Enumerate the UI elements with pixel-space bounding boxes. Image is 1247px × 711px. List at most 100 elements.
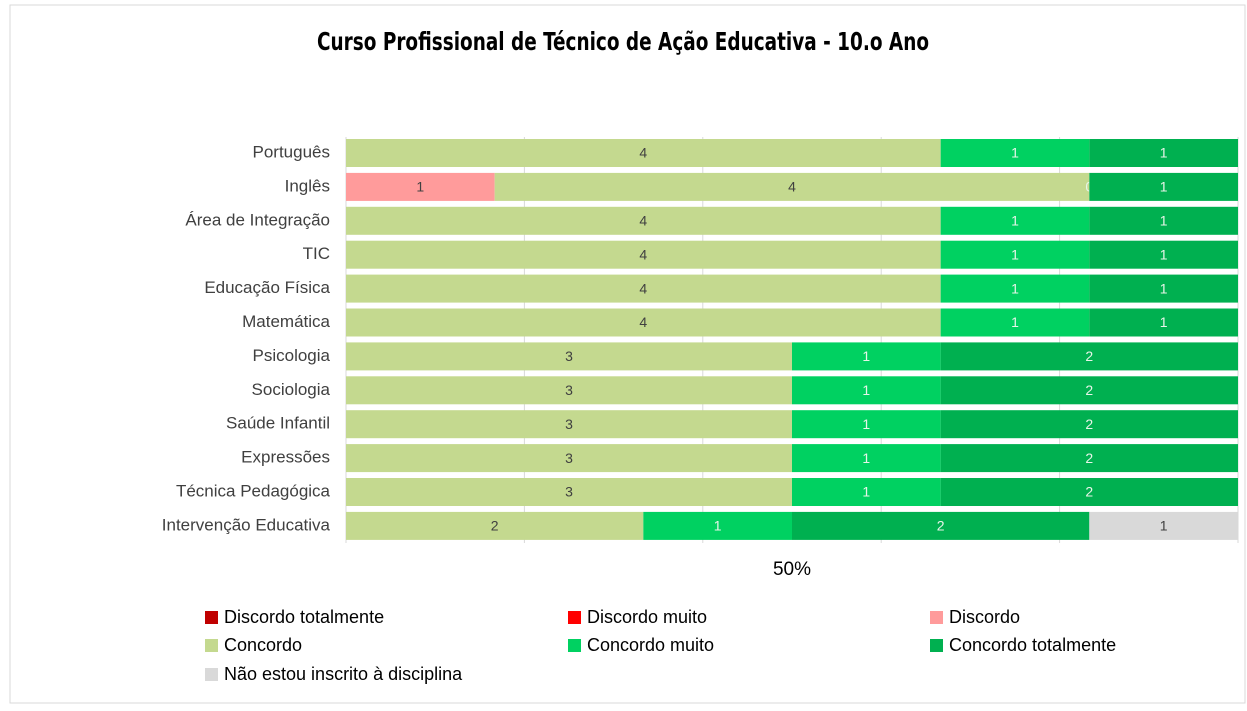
data-label: 1 <box>862 348 870 364</box>
data-label: 1 <box>1160 280 1168 296</box>
bar-segment <box>940 139 1090 167</box>
data-label: 1 <box>1160 246 1168 262</box>
data-label: 1 <box>1011 213 1019 229</box>
data-label: 4 <box>639 246 647 262</box>
bar-segment <box>1089 511 1238 540</box>
data-label: 1 <box>1011 314 1019 330</box>
bar-segment <box>346 342 792 371</box>
data-label: 3 <box>565 450 573 466</box>
chart-title: Curso Profissional de Técnico de Ação Ed… <box>317 28 929 56</box>
data-label: 4 <box>639 280 647 296</box>
bar-segment <box>346 240 941 269</box>
bar-segment <box>940 342 1238 371</box>
data-label: 1 <box>1011 280 1019 296</box>
bar-segment <box>346 444 792 473</box>
bar-segment <box>792 376 941 405</box>
bar-segment <box>940 206 1090 235</box>
data-label: 4 <box>639 145 647 161</box>
bar-segment <box>792 511 1090 540</box>
legend-swatch <box>205 639 218 652</box>
bar-segment <box>346 478 792 506</box>
data-label: 3 <box>565 348 573 364</box>
legend-label: Discordo <box>949 607 1020 627</box>
data-label: 1 <box>1160 518 1168 534</box>
bar-segment <box>643 511 792 540</box>
bar-segment <box>940 444 1238 473</box>
legend-swatch <box>568 639 581 652</box>
bar-segment <box>940 274 1090 303</box>
y-tick-label: Educação Física <box>204 278 330 297</box>
data-label: 2 <box>1085 450 1093 466</box>
y-tick-label: Saúde Infantil <box>226 414 330 433</box>
bar-segment <box>346 511 644 540</box>
bar-segment <box>346 139 941 167</box>
y-tick-label: Expressões <box>241 448 330 467</box>
legend-swatch <box>568 611 581 624</box>
data-label: 1 <box>1160 179 1168 195</box>
data-label: 2 <box>1085 382 1093 398</box>
bar-segment <box>1089 139 1238 167</box>
data-label: 1 <box>862 484 870 500</box>
data-label: 3 <box>565 484 573 500</box>
y-tick-label: Psicologia <box>253 346 331 365</box>
y-tick-label: Sociologia <box>252 380 331 399</box>
legend-swatch <box>205 668 218 681</box>
data-label: 2 <box>1085 484 1093 500</box>
y-tick-label: Área de Integração <box>185 210 330 229</box>
bar-segment <box>1089 172 1238 201</box>
bar-segment <box>346 376 792 405</box>
bar-segment <box>1089 274 1238 303</box>
legend-label: Concordo totalmente <box>949 635 1116 655</box>
bar-segment <box>346 206 941 235</box>
bar-segment <box>792 342 941 371</box>
bar-segment <box>494 172 1090 201</box>
bar-segment <box>940 410 1238 439</box>
legend-label: Discordo muito <box>587 607 707 627</box>
data-label: 2 <box>1085 416 1093 432</box>
y-tick-label: Matemática <box>242 312 330 331</box>
data-label: 4 <box>639 213 647 229</box>
bar-segment <box>346 308 941 337</box>
data-label: 3 <box>565 382 573 398</box>
bar-segment <box>940 478 1238 506</box>
y-tick-label: Português <box>253 142 331 161</box>
data-label: 1 <box>1160 145 1168 161</box>
data-label: 1 <box>1160 314 1168 330</box>
data-label: 3 <box>565 416 573 432</box>
bar-segment <box>792 478 941 506</box>
bar-segment <box>346 274 941 303</box>
data-label: 4 <box>788 179 796 195</box>
data-label: 1 <box>862 450 870 466</box>
data-label: 1 <box>1011 246 1019 262</box>
bar-segment <box>940 240 1090 269</box>
bar-segment <box>346 172 495 201</box>
bar-segment <box>792 410 941 439</box>
legend-label: Concordo muito <box>587 635 714 655</box>
bar-segment <box>940 308 1090 337</box>
data-label: 1 <box>1160 213 1168 229</box>
bar-segment <box>1089 240 1238 269</box>
data-label: 1 <box>862 382 870 398</box>
data-label: 2 <box>937 518 945 534</box>
data-label: 1 <box>714 518 722 534</box>
data-label: 1 <box>862 416 870 432</box>
legend-label: Discordo totalmente <box>224 607 384 627</box>
y-tick-label: Inglês <box>285 176 330 195</box>
data-label: 2 <box>1085 348 1093 364</box>
y-tick-label: Técnica Pedagógica <box>176 481 331 500</box>
legend-swatch <box>930 639 943 652</box>
x-tick-label: 50% <box>773 559 811 580</box>
bar-segment <box>940 376 1238 405</box>
legend-swatch <box>930 611 943 624</box>
data-label: 4 <box>639 314 647 330</box>
legend-swatch <box>205 611 218 624</box>
data-label: 1 <box>1011 145 1019 161</box>
data-label: 2 <box>491 518 499 534</box>
y-tick-label: TIC <box>303 244 330 263</box>
data-label: 1 <box>416 179 424 195</box>
bar-segment <box>346 410 792 439</box>
bar-segment <box>792 444 941 473</box>
bar-segment <box>1089 308 1238 337</box>
y-tick-label: Intervenção Educativa <box>162 515 331 534</box>
